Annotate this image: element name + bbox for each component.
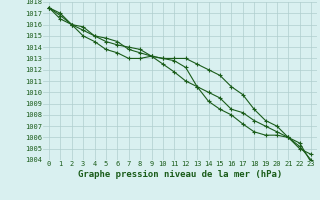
X-axis label: Graphe pression niveau de la mer (hPa): Graphe pression niveau de la mer (hPa) (78, 170, 282, 179)
